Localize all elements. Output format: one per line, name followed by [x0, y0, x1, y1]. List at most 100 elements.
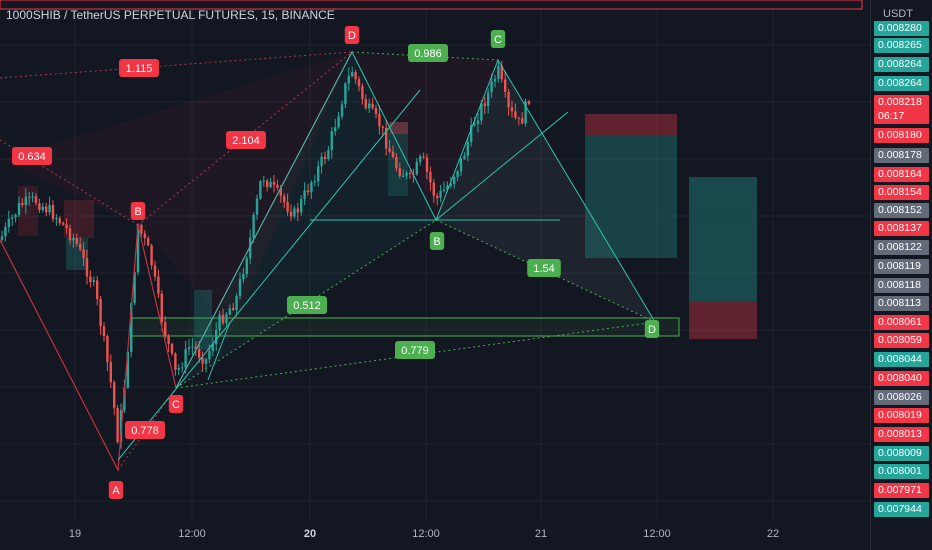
red-pattern-fill: [0, 52, 655, 330]
candle-body: [48, 205, 51, 213]
candle-body: [402, 175, 405, 177]
candle-body: [317, 166, 320, 182]
candle-body: [72, 237, 75, 241]
ratio-red-0634-text: 0.634: [18, 151, 46, 163]
point-label-d-green-text: D: [648, 324, 656, 336]
candle-body: [453, 177, 456, 184]
currency-label: USDT: [883, 8, 913, 20]
candle-body: [306, 190, 310, 193]
target-zone-1: [585, 136, 677, 258]
candle-body: [252, 214, 255, 238]
candle-body: [289, 211, 293, 217]
teal-trend-2: [435, 111, 569, 221]
candle-body: [374, 108, 378, 114]
point-label-a: A: [108, 481, 124, 499]
ratio-red-1115: 1.115: [119, 59, 159, 77]
candle-body: [181, 367, 184, 369]
candle-body: [476, 120, 480, 125]
price-label: 0.007971: [874, 483, 929, 498]
candle-body: [31, 196, 34, 198]
candle-body: [364, 98, 367, 109]
candle-body: [347, 76, 350, 84]
red-bd-dotted: [137, 51, 353, 226]
teal-trend-1: [117, 89, 421, 461]
candle-body: [41, 206, 44, 211]
price-label: 0.008040: [874, 371, 929, 386]
ratio-green-154-bg: [527, 259, 561, 277]
candle-body: [4, 226, 7, 237]
candle-body: [327, 150, 330, 160]
candle-body: [109, 362, 112, 383]
point-label-d-green: D: [644, 320, 660, 338]
price-label: 0.008059: [874, 333, 929, 348]
candle-body: [470, 124, 473, 143]
price-axis[interactable]: USDT 0.008280 0.008265 0.008264 0.008264 0.0…: [870, 0, 932, 550]
teal-trend-3: [207, 321, 231, 381]
candle-body: [24, 196, 27, 206]
point-label-d-red-text: D: [348, 30, 356, 42]
candle-body: [143, 233, 146, 239]
price-label: 0.007944: [874, 502, 929, 517]
candle-body: [351, 72, 354, 77]
point-label-c-red: C: [168, 395, 184, 413]
price-chart[interactable]: A B C D C B D 1.115 0.634 2.104 0.778 0.986 0.512 0.7…: [0, 0, 870, 550]
price-label: 0.008264: [874, 57, 929, 72]
candle-body: [164, 322, 167, 336]
candle-body: [14, 214, 17, 218]
point-label-c-green: C: [490, 30, 506, 48]
candle-body: [357, 79, 361, 87]
candle-body: [293, 208, 296, 217]
candle-body: [296, 208, 299, 213]
candle-body: [194, 346, 197, 350]
time-label: 19: [68, 528, 82, 540]
candle-body: [524, 100, 527, 124]
time-label: 12:00: [178, 528, 206, 540]
top-border: [0, 0, 863, 10]
candle-body: [337, 116, 340, 128]
candle-body: [425, 157, 429, 172]
ratio-green-0512-text: 0.512: [293, 300, 321, 312]
candle-body: [303, 190, 306, 200]
candle-body: [323, 156, 327, 160]
price-label: 0.008061: [874, 315, 929, 330]
point-label-a-bg: [108, 481, 124, 499]
ratio-red-0634: 0.634: [12, 147, 52, 165]
candle-body: [272, 181, 276, 185]
countdown-clock: 06:17: [874, 109, 929, 124]
candle-body: [58, 218, 61, 224]
candle-body: [225, 314, 228, 324]
candle-body: [208, 351, 211, 360]
candle-body: [480, 103, 483, 121]
candlestick-series: [0, 60, 531, 449]
candle-body: [436, 195, 439, 199]
price-label: 0.008137: [874, 221, 929, 236]
candle-body: [82, 249, 85, 259]
ratio-green-0986: 0.986: [408, 44, 448, 62]
ratio-red-1115-bg: [119, 59, 159, 77]
price-label: 0.008180: [874, 128, 929, 143]
price-label: 0.008218: [874, 95, 929, 110]
point-label-c-red-bg: [168, 395, 184, 413]
ratio-green-0512-bg: [287, 296, 327, 314]
candle-body: [133, 272, 136, 304]
price-label: 0.008264: [874, 76, 929, 91]
prz-zone: [131, 317, 680, 337]
candle-body: [514, 111, 517, 118]
candle-body: [395, 157, 398, 169]
candle-body: [140, 224, 143, 234]
candle-body: [147, 238, 150, 246]
point-label-c-green-bg: [490, 30, 506, 48]
candle-body: [300, 199, 303, 213]
candle-body: [191, 346, 194, 348]
point-label-c-green-text: C: [494, 34, 502, 46]
candle-body: [313, 181, 316, 183]
candle-body: [527, 100, 531, 105]
candle-body: [487, 92, 490, 107]
ratio-green-154-text: 1.54: [533, 263, 554, 275]
candle-body: [160, 293, 163, 323]
candle-body: [442, 189, 446, 191]
candle-body: [507, 91, 510, 108]
candle-body: [68, 228, 72, 241]
candle-body: [459, 158, 463, 172]
time-label: 12:00: [412, 528, 440, 540]
